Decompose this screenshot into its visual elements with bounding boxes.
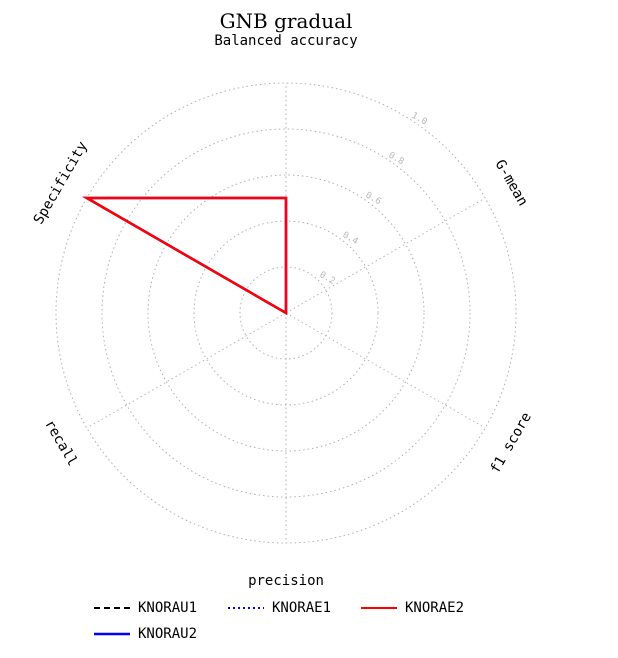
- grid-spoke: [285, 312, 486, 429]
- axis-label-balanced-accuracy: Balanced accuracy: [214, 33, 358, 49]
- radial-tick-label: 0.4: [341, 230, 360, 247]
- axis-label-g-mean: G-mean: [492, 157, 531, 209]
- radial-tick-label: 0.8: [387, 151, 406, 168]
- grid-spoke: [86, 312, 287, 429]
- legend-item-knorae2: KNORAE2: [361, 599, 464, 617]
- legend-label-knorae1: KNORAE1: [272, 600, 332, 616]
- legend-label-knorau2: KNORAU2: [138, 626, 198, 642]
- legend-swatch-blue: [94, 632, 130, 636]
- grid-spoke: [285, 197, 486, 314]
- legend-label-knorae2: KNORAE2: [405, 600, 465, 616]
- chart-title: GNB gradual: [219, 9, 353, 33]
- axis-label-specificity: Specificity: [31, 139, 91, 227]
- legend-swatch-dashed: [94, 607, 130, 609]
- axis-label-f1-score: f1 score: [487, 410, 535, 476]
- legend-swatch-dotted: [228, 607, 264, 609]
- legend-item-knorau1: KNORAU1: [94, 599, 197, 617]
- radial-tick-label: 0.2: [318, 270, 337, 287]
- axis-label-precision: precision: [248, 573, 324, 589]
- legend-item-knorae1: KNORAE1: [228, 599, 331, 617]
- grid-circle: [147, 174, 425, 452]
- radial-tick-label: 0.6: [364, 190, 383, 207]
- legend-item-knorau2: KNORAU2: [94, 625, 197, 643]
- axis-label-recall: recall: [41, 417, 80, 469]
- legend-swatch-red: [361, 607, 397, 609]
- grid-circle: [101, 128, 471, 498]
- series-knorae2: [82, 196, 288, 316]
- legend-label-knorau1: KNORAU1: [138, 600, 198, 616]
